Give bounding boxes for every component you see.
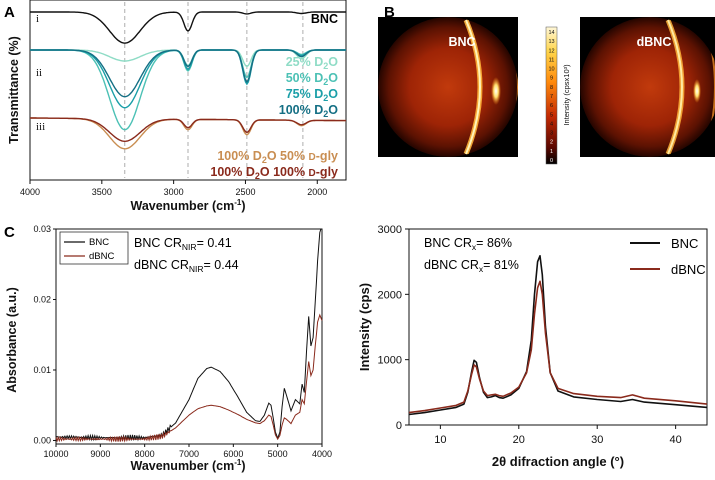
nir-x-tick-label: 5000 <box>268 449 288 459</box>
ftir-x-tick-label: 4000 <box>20 187 40 197</box>
nir-axis-ticks: 10000 9000 8000 7000 6000 5000 4000 0.00 0.01 0.0… <box>33 224 332 459</box>
nir-crystallinity-bnc: BNC CRNIR= 0.41 <box>134 236 232 252</box>
nir-x-tick-label: 9000 <box>90 449 110 459</box>
ftir-x-tick-label: 3500 <box>92 187 112 197</box>
nir-y-tick-label: 0.00 <box>33 435 51 445</box>
xrd-y-tick-label: 3000 <box>378 224 402 236</box>
colorbar-tick-label: 7 <box>550 94 553 100</box>
ftir-legend-d2o-item: 100% D2O <box>279 103 339 119</box>
nir-x-tick-label: 7000 <box>179 449 199 459</box>
colorbar-tick-label: 5 <box>550 112 553 118</box>
xrd-x-tick-label: 20 <box>513 434 525 446</box>
xrd-x-tick-label: 10 <box>434 434 446 446</box>
xrd-crystallinity-bnc: BNC CRx= 86% <box>424 236 512 252</box>
xrd-x-axis-title: 2θ difraction angle (°) <box>492 454 624 469</box>
xrd-y-axis-title: Intensity (cps) <box>357 283 372 371</box>
nir-legend-dbnc: dBNC <box>89 251 114 262</box>
colorbar-tick-label: 12 <box>548 48 554 54</box>
colorbar-tick-label: 8 <box>550 85 553 91</box>
xrd-legend-bnc: BNC <box>671 236 698 251</box>
nir-y-axis-title: Absorbance (a.u.) <box>5 287 19 393</box>
subpanel-label-ii: ii <box>36 67 42 79</box>
colorbar-tick-label: 14 <box>548 30 554 36</box>
xrd-series-line <box>408 280 708 414</box>
xrd-crystallinity-dbnc: dBNC CRx= 81% <box>424 258 519 274</box>
colorbar-tick-label: 4 <box>550 121 553 127</box>
ftir-x-tick-label: 2000 <box>307 187 327 197</box>
colorbar-tick-label: 6 <box>550 103 553 109</box>
nir-series-line <box>55 313 323 443</box>
ftir-y-axis-title: Transmittance (%) <box>7 36 21 144</box>
xrd-y-tick-label: 1000 <box>378 355 402 367</box>
ftir-plot-frame <box>29 0 347 181</box>
xrd-panel: 10 20 30 40 0 1000 2000 3000 Intensity (cps) 2θ… <box>357 224 708 469</box>
xrd-legend: BNC dBNC <box>630 236 706 277</box>
ftir-x-ticks: 4000 3500 3000 2500 2000 <box>20 180 327 197</box>
nir-panel: C 10000 9000 8000 7000 6000 5000 4000 0.00 0.01 0… <box>4 224 332 473</box>
ftir-panel: A 4000 3500 3000 2500 2000 Transmittance (%)… <box>4 0 347 213</box>
ftir-legend-dgly-item: 100% D2O 100% D-gly <box>210 165 338 181</box>
nir-x-tick-label: 6000 <box>223 449 243 459</box>
nir-legend: BNC dBNC <box>59 231 129 265</box>
xrd-series-line <box>408 255 708 416</box>
colorbar-tick-label: 10 <box>548 67 554 73</box>
xrd-y-tick-label: 0 <box>396 420 402 432</box>
panel-letter-c: C <box>4 224 15 241</box>
ftir-legend-dgly-item: 100% D2O 50% D-gly <box>217 149 338 165</box>
xrd-y-tick-label: 2000 <box>378 289 402 301</box>
colorbar-tick-label: 3 <box>550 131 553 137</box>
nir-y-tick-label: 0.01 <box>33 365 51 375</box>
xrd-plot-frame <box>408 228 708 426</box>
colorbar-tick-label: 9 <box>550 76 553 82</box>
ftir-series-line <box>30 49 346 98</box>
detector-image-dbnc: dBNC <box>580 17 715 157</box>
colorbar-tick-label: 0 <box>550 158 553 164</box>
ftir-series-line <box>30 11 346 44</box>
nir-x-tick-label: 4000 <box>312 449 332 459</box>
panel-letter-b: B <box>384 4 395 21</box>
nir-y-tick-label: 0.03 <box>33 224 51 234</box>
detector-label-dbnc: dBNC <box>637 35 672 49</box>
ftir-x-axis-title: Wavenumber (cm-1) <box>130 198 245 213</box>
colorbar-label: Intensity (cpsx10³) <box>562 64 571 126</box>
subpanel-label-i: i <box>36 13 39 25</box>
colorbar-tick-label: 11 <box>549 57 555 63</box>
xrd-x-tick-label: 30 <box>591 434 603 446</box>
detector-label-bnc: BNC <box>448 35 475 49</box>
nir-x-tick-label: 10000 <box>43 449 68 459</box>
ftir-x-tick-label: 3000 <box>164 187 184 197</box>
colorbar-tick-label: 1 <box>550 149 553 155</box>
ftir-legend-d2o-item: 25% D2O <box>286 55 339 71</box>
ftir-x-tick-label: 2500 <box>235 187 255 197</box>
colorbar-tick-label: 13 <box>548 39 554 45</box>
colorbar-tick-label: 2 <box>550 140 553 146</box>
nir-y-tick-label: 0.02 <box>33 294 51 304</box>
xrd-x-tick-label: 40 <box>670 434 682 446</box>
ftir-legend-d2o-item: 75% D2O <box>286 87 339 103</box>
nir-series-group <box>55 228 323 443</box>
nir-x-axis-title: Wavenumber (cm-1) <box>130 458 245 473</box>
ftir-series-group <box>30 11 346 150</box>
xrd-series-group <box>408 255 708 416</box>
nir-crystallinity-dbnc: dBNC CRNIR= 0.44 <box>134 258 239 274</box>
xrd-legend-dbnc: dBNC <box>671 262 706 277</box>
detector-image-bnc: BNC <box>378 17 518 157</box>
xrd-axis-ticks: 10 20 30 40 0 1000 2000 3000 <box>378 224 682 446</box>
ftir-series-line <box>30 117 346 143</box>
panel-letter-a: A <box>4 4 15 21</box>
subpanel-label-iii: iii <box>36 121 45 133</box>
legend-bnc: BNC <box>311 12 338 26</box>
nir-legend-bnc: BNC <box>89 237 109 248</box>
ftir-legend-d2o-item: 50% D2O <box>286 71 339 87</box>
nir-x-tick-label: 8000 <box>135 449 155 459</box>
